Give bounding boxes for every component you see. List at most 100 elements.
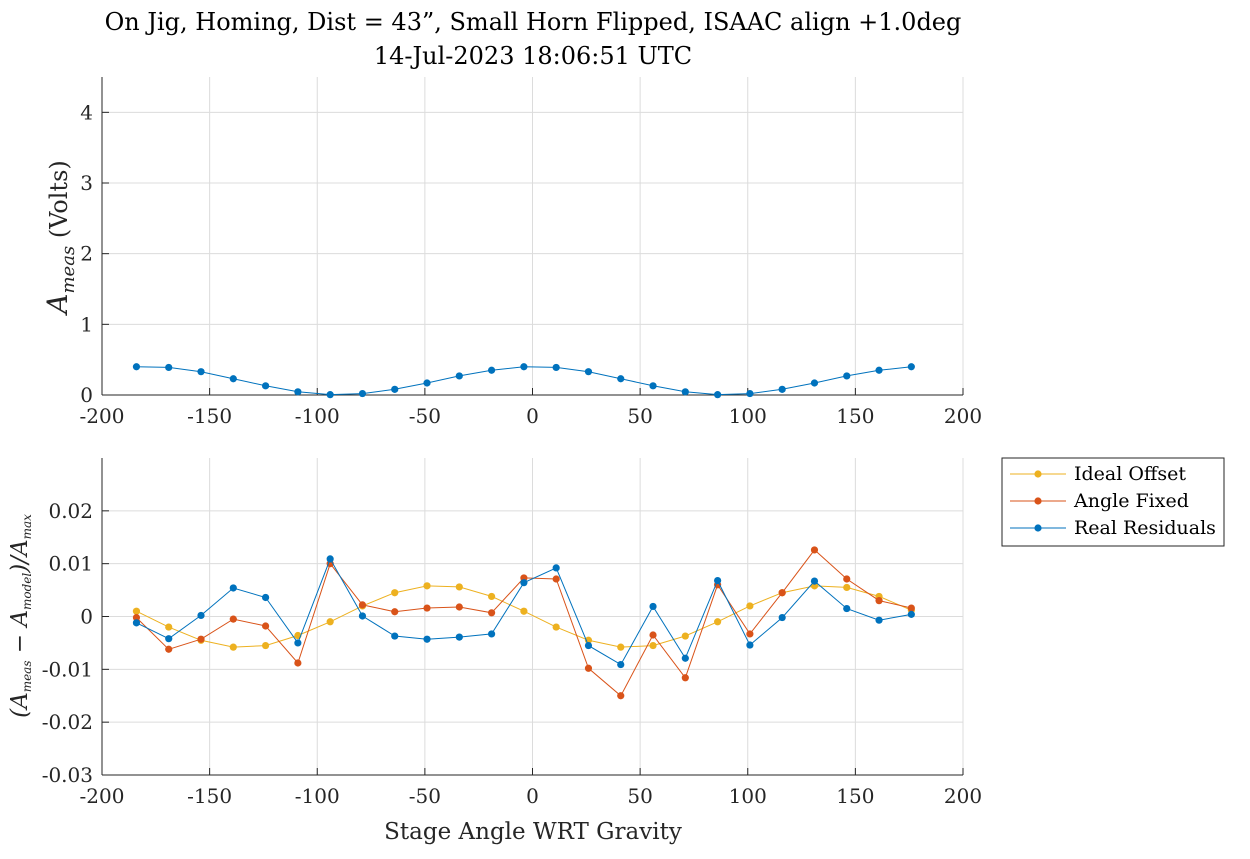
bottom-axes: -200 -150 -100 -50 0 50 100 150 200 -0.03 -0.02 -0.…: [42, 458, 982, 808]
data-point-real-residuals: [778, 613, 786, 622]
x-tick-label: 50: [627, 784, 652, 808]
data-point-series: [907, 363, 915, 371]
data-point-series: [391, 385, 399, 393]
data-point-angle-fixed: [552, 575, 560, 583]
data-point-ideal-offset: [746, 602, 754, 610]
data-point-series: [358, 389, 367, 398]
top-y-label-sub: meas: [58, 246, 79, 294]
data-point-real-residuals: [294, 639, 302, 647]
data-point-ideal-offset: [326, 618, 334, 626]
data-point-angle-fixed: [294, 659, 302, 667]
legend-entry: Ideal Offset: [1074, 463, 1186, 485]
x-tick-label: 200: [944, 404, 982, 428]
y-tick-label: 0: [80, 605, 93, 629]
bottom-y-label-part: − A: [7, 610, 33, 661]
data-point-angle-fixed: [455, 603, 463, 611]
y-tick-label: -0.01: [42, 657, 93, 681]
y-tick-label: 0.02: [48, 499, 93, 523]
chart-subtitle: 14-Jul-2023 18:06:51 UTC: [374, 42, 692, 70]
data-point-series: [778, 385, 786, 393]
data-point-real-residuals: [326, 555, 334, 563]
data-point-angle-fixed: [132, 613, 141, 622]
data-point-ideal-offset: [843, 583, 851, 592]
data-point-real-residuals: [552, 564, 560, 572]
data-point-angle-fixed: [165, 645, 173, 653]
data-point-angle-fixed: [261, 622, 270, 630]
legend-entry: Angle Fixed: [1073, 490, 1189, 512]
data-point-ideal-offset: [423, 582, 431, 590]
data-point-series: [423, 379, 431, 387]
data-point-real-residuals: [358, 612, 367, 620]
data-point-real-residuals: [229, 584, 237, 592]
data-point-real-residuals: [132, 619, 141, 627]
data-point-ideal-offset: [714, 618, 722, 626]
data-point-ideal-offset: [455, 583, 463, 591]
data-point-real-residuals: [746, 641, 754, 649]
x-tick-label: -150: [187, 784, 232, 808]
data-point-angle-fixed: [649, 631, 657, 639]
x-tick-label: -200: [80, 784, 125, 808]
data-point-angle-fixed: [907, 604, 915, 612]
data-point-real-residuals: [584, 641, 593, 650]
data-point-real-residuals: [681, 654, 689, 662]
data-point-series: [681, 388, 689, 396]
data-point-angle-fixed: [423, 604, 431, 612]
data-point-series: [261, 382, 270, 390]
x-tick-label: 200: [944, 784, 982, 808]
data-point-real-residuals: [197, 611, 205, 620]
data-point-ideal-offset: [681, 632, 689, 640]
data-point-real-residuals: [843, 604, 851, 613]
data-point-angle-fixed: [810, 546, 819, 554]
x-tick-label: 0: [526, 784, 539, 808]
data-point-angle-fixed: [681, 674, 689, 682]
data-point-series: [810, 379, 819, 387]
bottom-y-label-part: max: [20, 514, 34, 540]
data-point-series: [617, 375, 625, 383]
data-point-angle-fixed: [778, 589, 786, 597]
x-tick-label: -100: [295, 784, 340, 808]
data-point-ideal-offset: [391, 589, 399, 597]
data-point-series: [455, 372, 463, 380]
data-point-angle-fixed: [617, 692, 625, 700]
x-tick-label: 150: [836, 404, 874, 428]
x-tick-label: 100: [729, 404, 767, 428]
data-point-series: [520, 363, 528, 371]
data-point-series: [488, 366, 496, 374]
data-point-angle-fixed: [358, 601, 367, 609]
data-point-series: [875, 366, 883, 374]
data-point-ideal-offset: [552, 623, 560, 631]
y-tick-label: -0.03: [42, 763, 93, 787]
data-point-series: [584, 368, 593, 376]
bottom-y-label-part: (A: [7, 692, 33, 718]
data-point-series: [165, 363, 173, 372]
data-point-ideal-offset: [261, 641, 270, 650]
x-tick-label: 100: [729, 784, 767, 808]
data-point-angle-fixed: [746, 630, 754, 638]
data-point-real-residuals: [391, 632, 399, 640]
x-tick-label: 150: [836, 784, 874, 808]
data-point-real-residuals: [488, 630, 496, 638]
data-point-real-residuals: [907, 610, 915, 618]
data-point-angle-fixed: [488, 609, 496, 617]
data-point-angle-fixed: [584, 664, 593, 672]
y-tick-label: 3: [80, 171, 93, 195]
series-line-series: [136, 366, 912, 396]
data-point-real-residuals: [423, 635, 431, 643]
y-tick-label: -0.02: [42, 710, 93, 734]
data-point-series: [746, 389, 754, 398]
data-point-real-residuals: [875, 616, 883, 624]
data-point-ideal-offset: [488, 592, 496, 601]
top-y-label-units: (Volts): [45, 160, 73, 246]
bottom-y-label-part: )/A: [7, 539, 33, 573]
x-tick-label: -200: [80, 404, 125, 428]
data-point-ideal-offset: [229, 643, 237, 651]
data-point-series: [294, 388, 302, 396]
x-tick-label: -100: [295, 404, 340, 428]
bottom-y-label-part: meas: [20, 661, 34, 693]
data-point-angle-fixed: [843, 575, 851, 583]
y-tick-label: 2: [80, 242, 93, 266]
data-point-angle-fixed: [391, 608, 399, 616]
data-point-real-residuals: [520, 579, 528, 587]
legend-swatch-marker: [1034, 524, 1042, 532]
x-tick-label: 0: [526, 404, 539, 428]
